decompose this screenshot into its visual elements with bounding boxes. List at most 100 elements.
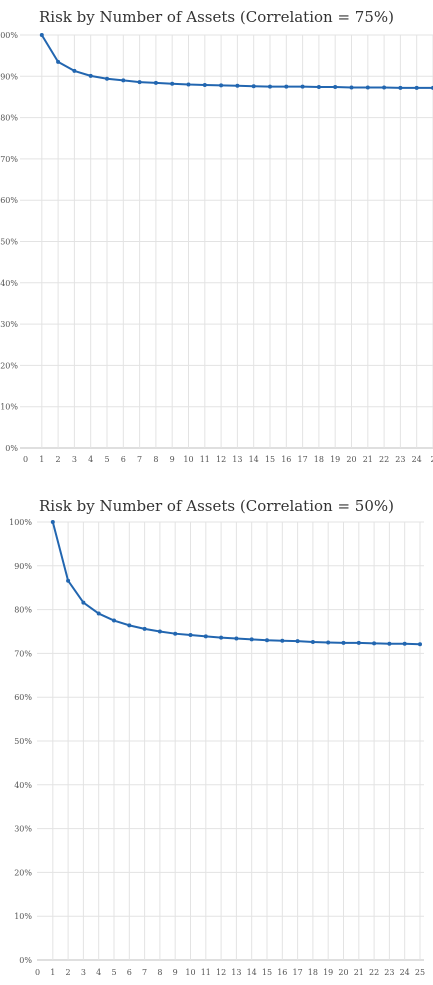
y-tick-label: 80%: [0, 114, 18, 123]
y-tick-label: 30%: [14, 825, 32, 834]
data-point: [39, 33, 44, 37]
data-point: [137, 80, 142, 85]
y-tick-label: 50%: [14, 737, 32, 746]
x-tick-label: 16: [281, 455, 291, 464]
y-tick-label: 20%: [14, 868, 32, 877]
y-tick-label: 40%: [14, 781, 32, 790]
data-point: [121, 78, 126, 83]
panel-separator: [0, 468, 433, 488]
y-tick-label: 0%: [19, 956, 32, 965]
data-point: [265, 638, 269, 643]
x-tick-label: 5: [111, 968, 116, 977]
x-tick-label: 14: [249, 455, 259, 464]
y-tick-label: 30%: [0, 320, 18, 329]
x-tick-label: 6: [127, 968, 132, 977]
data-point: [72, 68, 77, 73]
chart-panel-correlation-50: Risk by Number of Assets (Correlation = …: [0, 488, 433, 985]
x-tick-label: 9: [173, 968, 178, 977]
x-tick-label: 1: [39, 455, 44, 464]
x-tick-label: 23: [384, 968, 394, 977]
x-tick-label: 11: [200, 455, 210, 464]
x-tick-label: 19: [330, 455, 340, 464]
y-tick-label: 50%: [0, 238, 18, 247]
x-tick-label: 18: [308, 968, 318, 977]
x-tick-label: 17: [298, 455, 308, 464]
y-tick-label: 90%: [0, 72, 18, 81]
y-tick-label: 20%: [0, 361, 18, 370]
x-tick-label: 2: [430, 455, 433, 464]
y-tick-label: 100%: [0, 31, 18, 40]
chart-title: Risk by Number of Assets (Correlation = …: [39, 497, 394, 515]
x-tick-label: 6: [121, 455, 126, 464]
x-tick-label: 8: [157, 968, 162, 977]
data-point: [316, 85, 321, 90]
data-point: [170, 81, 175, 86]
y-tick-label: 60%: [14, 693, 32, 702]
y-tick-label: 40%: [0, 279, 18, 288]
data-point: [326, 640, 331, 645]
y-tick-label: 10%: [0, 403, 18, 412]
x-tick-label: 8: [153, 455, 158, 464]
data-point: [173, 631, 178, 636]
x-tick-label: 24: [412, 455, 422, 464]
data-point: [219, 635, 224, 640]
x-tick-label: 10: [185, 968, 195, 977]
x-tick-label: 14: [247, 968, 257, 977]
x-tick-label: 2: [56, 455, 61, 464]
data-point: [203, 634, 208, 639]
chart-title: Risk by Number of Assets (Correlation = …: [39, 8, 394, 26]
x-tick-label: 15: [262, 968, 272, 977]
x-tick-label: 2: [66, 968, 71, 977]
y-tick-label: 70%: [0, 155, 18, 164]
x-tick-label: 24: [400, 968, 410, 977]
y-tick-label: 100%: [9, 518, 32, 527]
data-point: [251, 84, 256, 89]
data-point: [341, 640, 346, 645]
x-tick-label: 10: [183, 455, 193, 464]
data-point: [268, 84, 272, 89]
x-tick-label: 20: [346, 455, 356, 464]
x-tick-label: 0: [23, 455, 28, 464]
y-tick-label: 90%: [14, 562, 32, 571]
data-point: [234, 636, 239, 641]
data-point: [202, 82, 207, 87]
data-point: [310, 640, 315, 645]
y-tick-label: 80%: [14, 606, 32, 615]
data-point: [372, 641, 377, 646]
x-tick-label: 21: [354, 968, 364, 977]
data-point: [418, 642, 422, 647]
data-point: [249, 637, 254, 642]
data-point: [365, 85, 370, 90]
x-tick-label: 22: [379, 455, 389, 464]
x-tick-label: 20: [338, 968, 348, 977]
x-tick-label: 13: [231, 968, 241, 977]
line-chart: 0%10%20%30%40%50%60%70%80%90%100%0123456…: [0, 31, 433, 464]
data-point: [387, 641, 392, 646]
data-point: [127, 623, 132, 628]
data-point: [414, 85, 419, 90]
data-point: [50, 520, 55, 524]
data-point: [56, 59, 61, 64]
x-tick-label: 22: [369, 968, 379, 977]
x-tick-label: 4: [88, 455, 93, 464]
data-point: [105, 76, 109, 81]
x-tick-label: 15: [265, 455, 275, 464]
y-tick-label: 70%: [14, 649, 32, 658]
data-point: [96, 611, 101, 616]
data-point: [235, 83, 240, 88]
x-tick-label: 3: [81, 968, 86, 977]
x-tick-label: 12: [216, 455, 226, 464]
y-tick-label: 60%: [0, 196, 18, 205]
data-point: [382, 85, 387, 90]
x-tick-label: 9: [170, 455, 175, 464]
data-point: [188, 633, 193, 638]
data-point: [402, 641, 407, 646]
x-tick-label: 16: [277, 968, 287, 977]
x-tick-label: 19: [323, 968, 333, 977]
data-point: [356, 640, 361, 645]
x-tick-label: 21: [363, 455, 373, 464]
x-tick-label: 3: [72, 455, 77, 464]
x-tick-label: 1: [50, 968, 55, 977]
data-point: [112, 618, 116, 623]
data-point: [280, 638, 285, 643]
